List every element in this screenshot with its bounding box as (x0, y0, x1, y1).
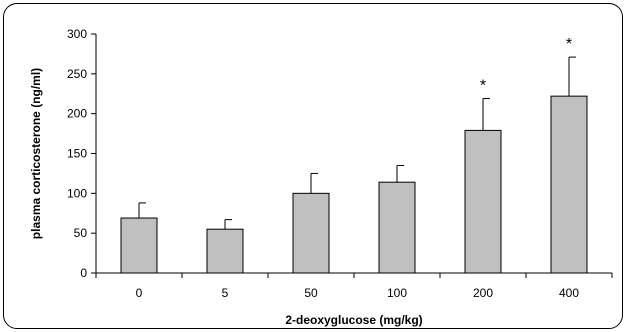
bar-100 (378, 181, 416, 274)
x-tick-label: 0 (136, 286, 143, 300)
x-tick-label: 5 (222, 286, 229, 300)
x-axis: 0 5 50 100 200 400 (95, 272, 613, 300)
y-tick-label: 250 (67, 67, 87, 81)
x-tick-label: 50 (304, 286, 318, 300)
x-tick-label: 400 (559, 286, 579, 300)
y-tick-label: 0 (80, 266, 87, 280)
chart-frame (3, 3, 623, 329)
y-tick-label: 300 (67, 27, 87, 41)
bars (120, 95, 588, 274)
bar-5 (206, 228, 244, 274)
y-axis-title: plasma corticosterone (ng/ml) (29, 68, 43, 239)
y-tick-label: 150 (67, 147, 87, 161)
y-tick-label: 100 (67, 186, 87, 200)
y-tick-label: 200 (67, 107, 87, 121)
x-tick-label: 200 (473, 286, 493, 300)
x-axis-title: 2-deoxyglucose (mg/kg) (285, 313, 422, 327)
bar-50 (292, 192, 330, 274)
y-tick-label: 50 (74, 226, 88, 240)
significance-marker-400: * (566, 36, 572, 53)
bar-200 (464, 129, 502, 274)
error-bars (138, 56, 576, 230)
bar-0 (120, 217, 158, 274)
significance-marker-200: * (480, 78, 486, 95)
y-axis: 0 50 100 150 200 250 300 (67, 27, 97, 280)
x-tick-label: 100 (387, 286, 407, 300)
significance-markers: ** (480, 36, 572, 94)
bar-400 (550, 95, 588, 274)
